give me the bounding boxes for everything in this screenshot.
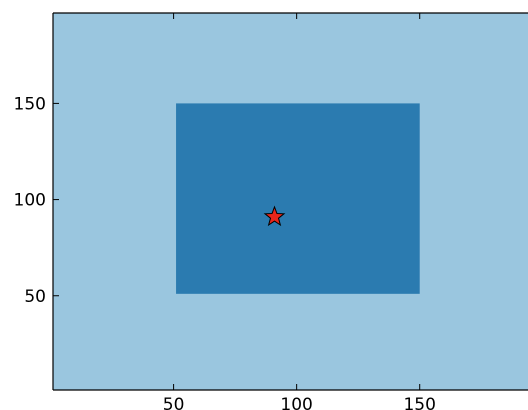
plot-area: [53, 13, 528, 390]
axis-ticks: 50 100 150 50 100 150: [14, 12, 528, 410]
x-tick-label-100: 100: [280, 395, 312, 410]
x-tick-label-150: 150: [403, 395, 435, 410]
x-tick-label-50: 50: [163, 395, 185, 410]
y-tick-label-150: 150: [14, 94, 46, 114]
y-tick-label-50: 50: [24, 287, 46, 307]
star-marker-0: [263, 205, 286, 227]
region-rect-0: [176, 103, 420, 294]
y-tick-label-100: 100: [14, 191, 46, 211]
